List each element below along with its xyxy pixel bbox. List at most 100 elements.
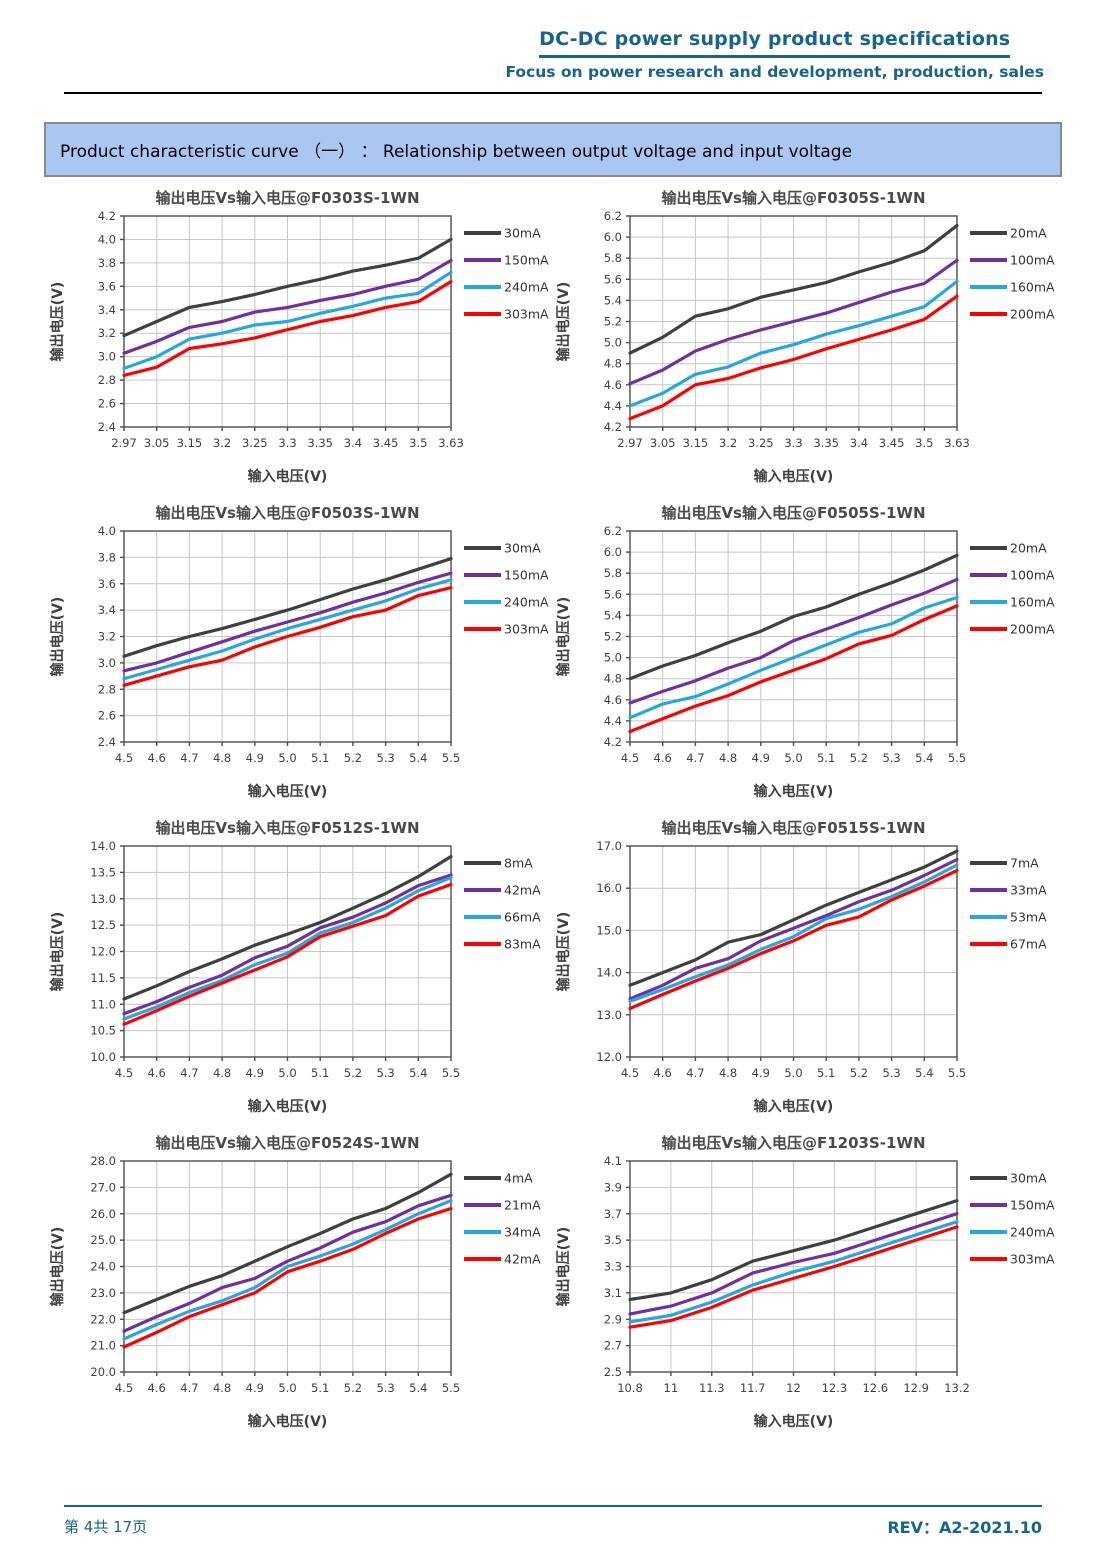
y-tick-label: 4.4 [604,399,622,413]
x-tick-label: 4.6 [148,1066,166,1080]
y-tick-label: 4.0 [98,232,116,246]
x-tick-label: 5.4 [915,1066,933,1080]
y-tick-label: 3.3 [604,1260,622,1274]
x-tick-label: 5.4 [409,1066,427,1080]
y-tick-label: 10.5 [90,1024,116,1038]
x-tick-label: 12 [786,1381,801,1395]
chart-F0303S-1WN: 输出电压Vs输入电压@F0303S-1WN 2.4 2.6 2.8 3.0 3.2 3.4 3… [46,186,552,491]
y-tick-label: 6.2 [604,209,622,223]
x-tick-label: 3.15 [177,436,203,450]
x-tick-label: 4.7 [180,751,198,765]
x-tick-label: 5.1 [311,1066,329,1080]
y-tick-label: 3.8 [98,256,116,270]
y-axis-label: 输出电压(V) [49,282,66,362]
series-line-42mA [122,1206,453,1349]
x-tick-label: 5.1 [311,1381,329,1395]
legend-label-150mA: 150mA [504,253,549,268]
y-tick-label: 6.0 [604,545,622,559]
legend-label-160mA: 160mA [1010,595,1055,610]
x-tick-label: 5.0 [278,1381,296,1395]
chart-title: 输出电压Vs输入电压@F0305S-1WN [661,189,925,207]
x-tick-label: 3.3 [278,436,296,450]
x-tick-label: 3.35 [813,436,839,450]
x-tick-label: 10.8 [617,1381,643,1395]
series-line-150mA [122,571,453,673]
series-line-67mA [628,868,959,1011]
x-tick-label: 12.3 [822,1381,848,1395]
series-line-21mA [122,1193,453,1333]
y-tick-label: 4.2 [604,420,622,434]
y-tick-label: 11.5 [90,971,116,985]
x-tick-label: 3.35 [307,436,333,450]
y-tick-label: 4.4 [604,714,622,728]
x-tick-label: 12.9 [903,1381,929,1395]
y-axis-label: 输出电压(V) [49,912,66,992]
x-tick-label: 4.7 [686,751,704,765]
y-tick-label: 5.2 [604,315,622,329]
x-axis-label: 输入电压(V) [248,1098,328,1115]
x-axis-label: 输入电压(V) [248,1413,328,1430]
legend-label-30mA: 30mA [1010,1171,1047,1186]
legend-label-30mA: 30mA [504,541,541,556]
legend-label-66mA: 66mA [504,910,541,925]
series-line-160mA [628,279,959,408]
chart-title: 输出电压Vs输入电压@F0515S-1WN [661,819,925,837]
legend-label-200mA: 200mA [1010,307,1055,322]
legend-label-240mA: 240mA [504,595,549,610]
x-tick-label: 12.6 [862,1381,888,1395]
x-tick-label: 5.5 [442,751,460,765]
legend-label-100mA: 100mA [1010,253,1055,268]
y-tick-label: 5.0 [604,651,622,665]
footer-revision: REV：A2-2021.10 [887,1518,1042,1537]
legend-label-42mA: 42mA [504,883,541,898]
series-line-240mA [122,578,453,681]
y-tick-label: 23.0 [90,1286,116,1300]
header-divider [64,92,1042,94]
y-tick-label: 6.0 [604,230,622,244]
series-line-34mA [122,1198,453,1341]
y-tick-label: 4.6 [604,378,622,392]
chart-F0515S-1WN: 输出电压Vs输入电压@F0515S-1WN 12.0 13.0 14.0 15.0 16.… [552,816,1058,1121]
series-line-100mA [628,258,959,386]
x-tick-label: 5.2 [344,1066,362,1080]
legend-label-240mA: 240mA [504,280,549,295]
series-line-30mA [628,1198,959,1302]
y-tick-label: 24.0 [90,1260,116,1274]
y-tick-label: 3.6 [98,577,116,591]
y-tick-label: 26.0 [90,1207,116,1221]
x-tick-label: 11.3 [699,1381,725,1395]
legend-label-8mA: 8mA [504,856,533,871]
chart-F1203S-1WN: 输出电压Vs输入电压@F1203S-1WN 2.5 2.7 2.9 3.1 3.3 3.5 3… [552,1131,1058,1436]
x-tick-label: 5.3 [376,751,394,765]
series-line-303mA [122,279,453,377]
x-tick-label: 4.8 [213,1066,231,1080]
x-tick-label: 3.05 [650,436,676,450]
chart-F0503S-1WN: 输出电压Vs输入电压@F0503S-1WN 2.4 2.6 2.8 3.0 3.2 3.4 3… [46,501,552,806]
x-tick-label: 4.9 [246,1381,264,1395]
section-banner-text: Product characteristic curve （一） ： Relat… [60,142,853,162]
y-tick-label: 3.9 [604,1180,622,1194]
x-tick-label: 4.8 [213,1381,231,1395]
y-tick-label: 5.0 [604,336,622,350]
y-tick-label: 3.8 [98,550,116,564]
legend-label-303mA: 303mA [504,622,549,637]
y-tick-label: 2.8 [98,682,116,696]
y-axis-label: 输出电压(V) [49,597,66,677]
legend-label-303mA: 303mA [1010,1252,1055,1267]
y-tick-label: 3.4 [98,303,116,317]
chart-svg-F0503S-1WN: 输出电压Vs输入电压@F0503S-1WN 2.4 2.6 2.8 3.0 3.2 3.4 3… [49,504,549,800]
x-tick-label: 5.3 [882,751,900,765]
chart-svg-F0305S-1WN: 输出电压Vs输入电压@F0305S-1WN 4.2 4.4 4.6 4.8 5.0 5.2 5… [555,189,1055,485]
x-tick-label: 3.3 [784,436,802,450]
y-axis-label: 输出电压(V) [49,1227,66,1307]
legend-label-200mA: 200mA [1010,622,1055,637]
x-tick-label: 4.5 [621,751,639,765]
y-tick-label: 17.0 [596,839,622,853]
series-line-7mA [628,849,959,987]
y-tick-label: 5.4 [604,293,622,307]
series-line-30mA [122,237,453,338]
footer-page-number: 第 4共 17页 [64,1518,148,1536]
x-tick-label: 5.2 [344,1381,362,1395]
x-tick-label: 5.3 [376,1066,394,1080]
series-line-200mA [628,604,959,734]
